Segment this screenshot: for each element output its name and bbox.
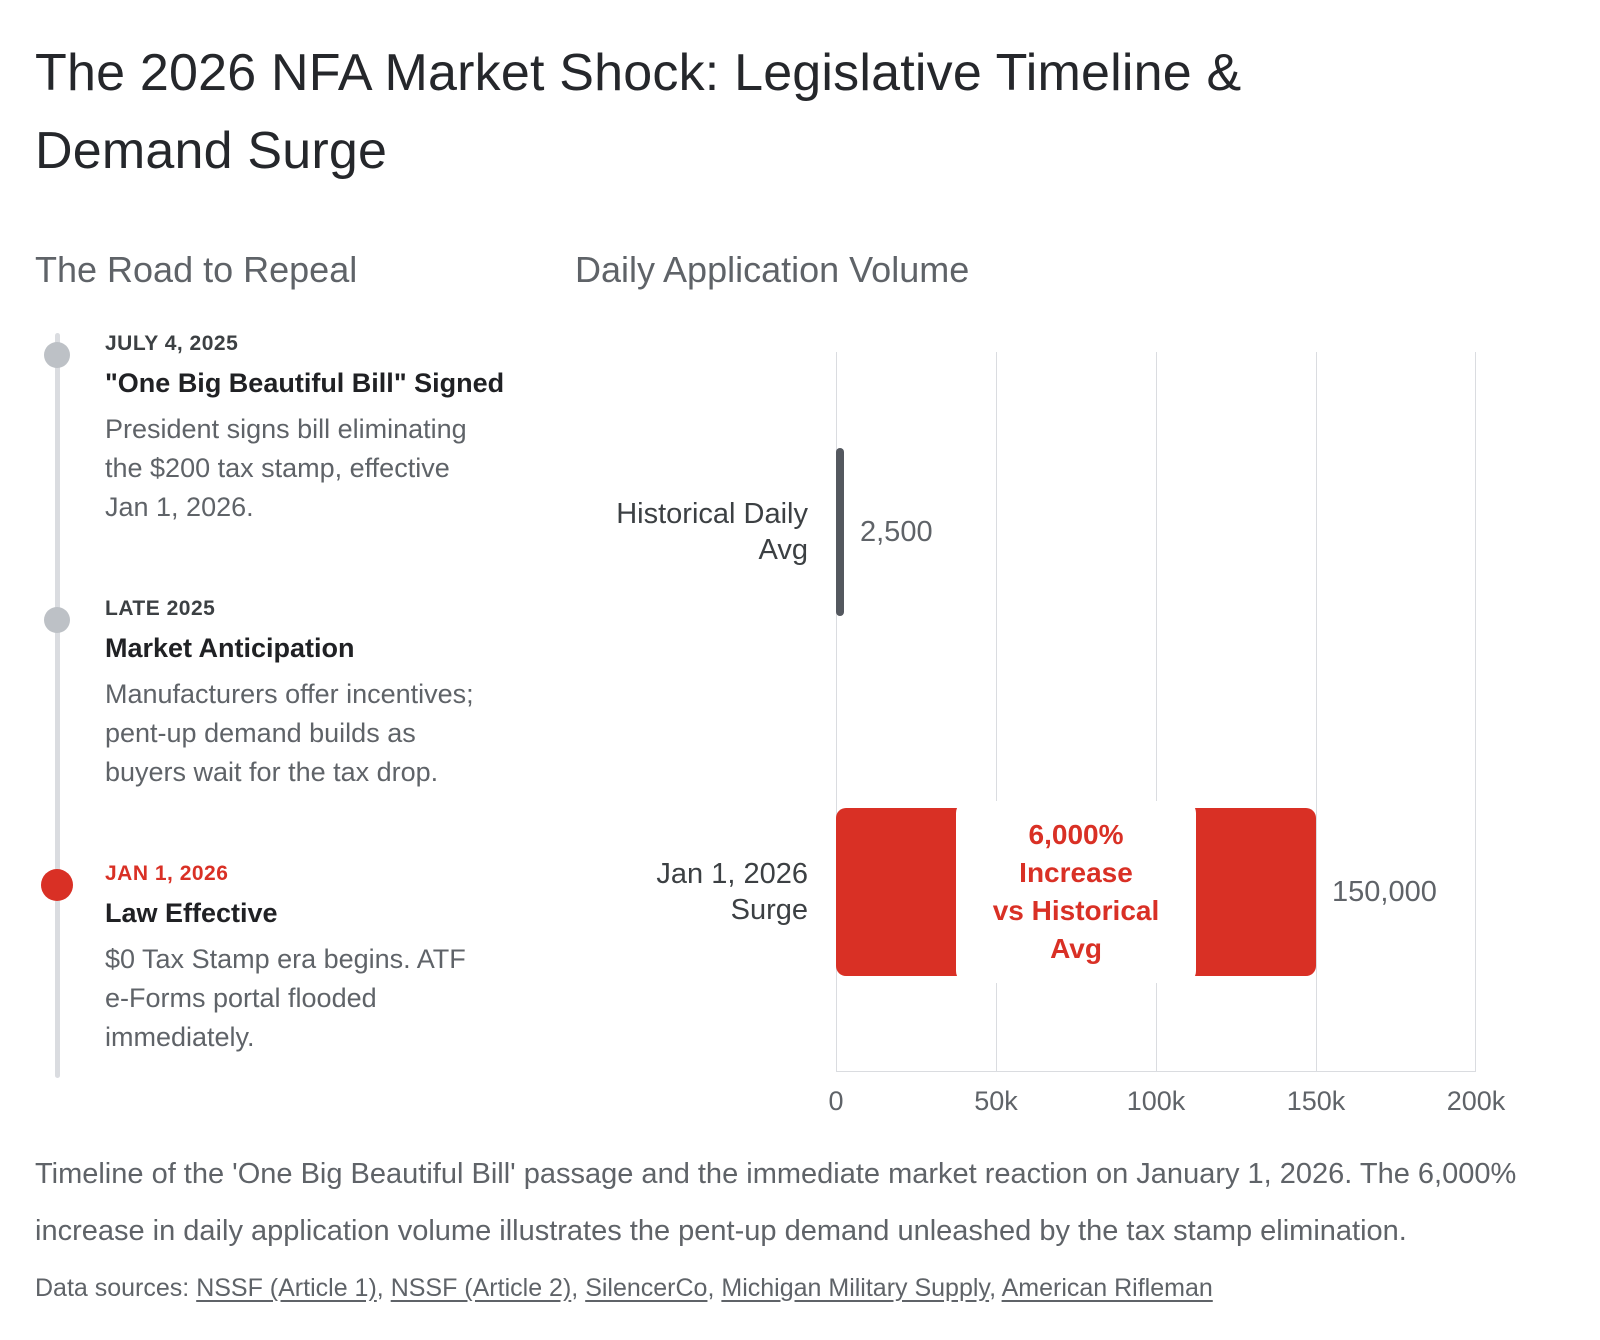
bar-value-label: 2,500: [860, 515, 933, 548]
bar-category-label: Jan 1, 2026 Surge: [656, 858, 808, 926]
page-title: The 2026 NFA Market Shock: Legislative T…: [35, 44, 1242, 180]
x-axis: 0 50k 100k 150k 200k: [828, 1086, 1505, 1120]
event-date: JAN 1, 2026: [105, 862, 229, 885]
bar-jan-2026-surge: 6,000% Increase vs Historical Avg: [836, 801, 1316, 983]
timeline-rail: [55, 333, 60, 1078]
timeline-event-bill-signed: JULY 4, 2025 "One Big Beautiful Bill" Si…: [35, 330, 540, 527]
bar-value-label: 150,000: [1332, 875, 1437, 908]
source-link-american-rifleman[interactable]: American Rifleman: [1001, 1274, 1213, 1302]
timeline-dot-icon: [44, 342, 70, 368]
event-title: Law Effective: [105, 898, 278, 928]
timeline-dot-icon: [41, 869, 73, 901]
gridline: [1475, 352, 1476, 1071]
event-description: Manufacturers offer incentives; pent-up …: [105, 679, 474, 787]
increase-annotation: 6,000% Increase vs Historical Avg: [956, 801, 1196, 983]
x-axis-tick: 50k: [974, 1086, 1018, 1116]
chart-caption: Timeline of the 'One Big Beautiful Bill'…: [35, 1158, 1517, 1247]
timeline-section: The Road to Repeal JULY 4, 2025 "One Big…: [35, 248, 540, 1078]
timeline: JULY 4, 2025 "One Big Beautiful Bill" Si…: [35, 330, 540, 1078]
event-date: LATE 2025: [105, 597, 216, 620]
chart-rows: Historical Daily Avg 2,500 Jan 1, 2026 S…: [616, 352, 1476, 1072]
gridline: [1316, 352, 1317, 1071]
sources-separator: ,: [571, 1274, 586, 1302]
x-axis-tick: 100k: [1126, 1086, 1186, 1116]
timeline-event-market-anticipation: LATE 2025 Market Anticipation Manufactur…: [35, 595, 540, 792]
bar-chart: Historical Daily Avg 2,500 Jan 1, 2026 S…: [575, 352, 1575, 1142]
event-title: "One Big Beautiful Bill" Signed: [105, 368, 505, 398]
x-axis-tick: 150k: [1286, 1086, 1346, 1116]
source-link-nssf-article-1[interactable]: NSSF (Article 1): [196, 1274, 377, 1302]
source-link-silencerco[interactable]: SilencerCo: [585, 1274, 708, 1302]
event-date: JULY 4, 2025: [105, 332, 239, 355]
bar-category-label: Historical Daily Avg: [616, 498, 808, 566]
sources-separator: ,: [376, 1274, 391, 1302]
x-axis-tick: 200k: [1446, 1086, 1506, 1116]
chart-plot-area: [836, 352, 1476, 1072]
source-link-nssf-article-2[interactable]: NSSF (Article 2): [390, 1274, 572, 1302]
sources-separator: ,: [989, 1274, 1002, 1302]
bar-historical-avg: [836, 448, 844, 616]
event-description: $0 Tax Stamp era begins. ATF e-Forms por…: [105, 944, 466, 1052]
gridline: [996, 352, 997, 1071]
timeline-event-law-effective: JAN 1, 2026 Law Effective $0 Tax Stamp e…: [35, 860, 540, 1057]
event-title: Market Anticipation: [105, 633, 355, 663]
sources-separator: ,: [707, 1274, 722, 1302]
chart-heading: Daily Application Volume: [575, 249, 970, 290]
x-axis-tick: 0: [828, 1086, 844, 1116]
sources-prefix: Data sources:: [35, 1274, 197, 1302]
bar-row-historical: Historical Daily Avg 2,500: [616, 352, 1476, 712]
bar-row-surge: Jan 1, 2026 Surge 6,000% Increase vs His…: [656, 712, 1476, 1072]
data-sources: Data sources: NSSF (Article 1), NSSF (Ar…: [35, 1272, 1535, 1304]
gridline: [836, 352, 837, 1071]
event-description: President signs bill eliminating the $20…: [105, 414, 467, 522]
timeline-dot-icon: [44, 607, 70, 633]
chart-section: Daily Application Volume Historical Dail…: [575, 248, 1575, 1142]
gridline: [1156, 352, 1157, 1071]
timeline-heading: The Road to Repeal: [35, 249, 358, 290]
source-link-michigan-military-supply[interactable]: Michigan Military Supply: [721, 1274, 990, 1302]
